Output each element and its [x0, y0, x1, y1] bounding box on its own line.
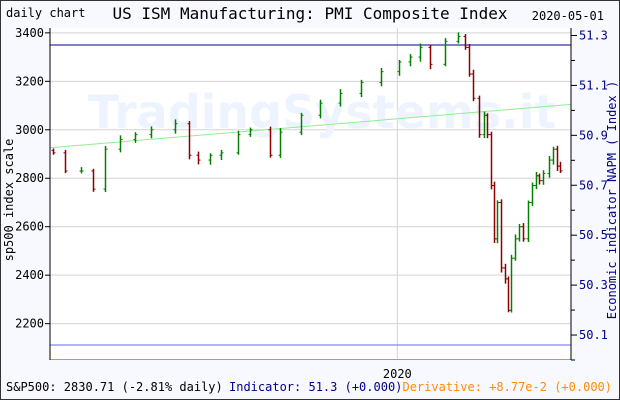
- ohlc-bar: [79, 167, 84, 174]
- y2-tick-label: 50.5: [579, 228, 608, 242]
- ohlc-bar: [521, 223, 526, 242]
- ohlc-bar: [530, 182, 535, 206]
- y2-tick-label: 50.3: [579, 278, 608, 292]
- ohlc-bar: [219, 149, 224, 161]
- ohlc-bar: [485, 113, 490, 139]
- y-tick-label: 2200: [15, 317, 44, 331]
- chart-type-label: daily chart: [6, 6, 85, 20]
- trend-line: [49, 103, 572, 149]
- ohlc-bar: [149, 126, 154, 139]
- ohlc-bar: [558, 161, 563, 173]
- ohlc-bar: [517, 224, 522, 242]
- ohlc-bar: [428, 45, 433, 70]
- ohlc-bar: [359, 79, 364, 98]
- ohlc-bar: [208, 153, 213, 165]
- ohlc-bar: [495, 200, 500, 244]
- ohlc-bar: [103, 146, 108, 193]
- ohlc-bar: [467, 43, 472, 77]
- y2-tick-label: 50.9: [579, 128, 608, 142]
- grid: [50, 28, 571, 360]
- y2-tick-label: 51.1: [579, 78, 608, 92]
- ohlc-bar: [278, 128, 283, 158]
- ohlc-bar: [133, 132, 138, 143]
- ohlc-bar: [91, 168, 96, 192]
- y2-tick-label: 51.3: [579, 28, 608, 42]
- ohlc-bar: [248, 127, 253, 137]
- y-tick-label: 2400: [15, 268, 44, 282]
- ohlc-bar: [537, 173, 542, 185]
- ohlc-bar: [547, 155, 552, 178]
- ohlc-bar: [509, 254, 514, 313]
- ohlc-bar: [63, 149, 68, 174]
- ohlc-bar: [477, 95, 482, 138]
- ohlc-bar: [299, 112, 304, 136]
- x-tick-label: 2020: [383, 367, 412, 381]
- ohlc-bar: [471, 69, 476, 102]
- y-tick-label: 3200: [15, 74, 44, 88]
- y2-axis-label: Economic indicator NAPM ( Index ): [605, 81, 619, 319]
- derivative-readout: Derivative: +8.77e-2 (+0.000): [402, 380, 612, 394]
- ohlc-bar: [118, 135, 123, 153]
- y-tick-label: 2600: [15, 220, 44, 234]
- y-tick-label: 3400: [15, 26, 44, 40]
- chart-date: 2020-05-01: [532, 9, 604, 23]
- ohlc-bar: [541, 170, 546, 185]
- y-axis-label: sp500 index scale: [2, 139, 16, 262]
- y2-tick-label: 50.1: [579, 328, 608, 342]
- y2-tick-label: 50.7: [579, 178, 608, 192]
- watermark: TradingSystems.it: [88, 85, 557, 139]
- ohlc-bar: [173, 119, 178, 134]
- ohlc-bar: [338, 89, 343, 107]
- chart-title: US ISM Manufacturing: PMI Composite Inde…: [113, 4, 508, 23]
- ohlc-bar: [408, 54, 413, 67]
- axes: 3400 3200 3000 2800 2600 2400 2200 51.3 51.1 50.9…: [15, 26, 608, 381]
- indicator-readout: Indicator: 51.3 (+0.000): [229, 380, 402, 394]
- ohlc-bar: [513, 234, 518, 261]
- ohlc-bar: [196, 151, 201, 165]
- ohlc-bar: [236, 130, 241, 155]
- ohlc-bar: [551, 146, 556, 165]
- price-bars: [51, 32, 563, 313]
- y-tick-label: 3000: [15, 123, 44, 137]
- ohlc-bar: [463, 34, 468, 50]
- ohlc-bar: [51, 148, 56, 155]
- ohlc-bar: [379, 67, 384, 87]
- ohlc-bar: [397, 59, 402, 76]
- y-tick-label: 2800: [15, 171, 44, 185]
- ohlc-bar: [456, 32, 461, 44]
- ohlc-bar: [499, 199, 504, 273]
- ohlc-bar: [318, 99, 323, 119]
- reference-lines: [49, 44, 572, 360]
- ohlc-bar: [268, 126, 273, 158]
- ohlc-bar: [187, 121, 192, 160]
- ohlc-bar: [443, 38, 448, 67]
- sp500-readout: S&P500: 2830.71 (-2.81% daily): [6, 380, 223, 394]
- ohlc-bar: [526, 200, 531, 242]
- ohlc-bar: [418, 43, 423, 62]
- plot-area: [50, 28, 571, 360]
